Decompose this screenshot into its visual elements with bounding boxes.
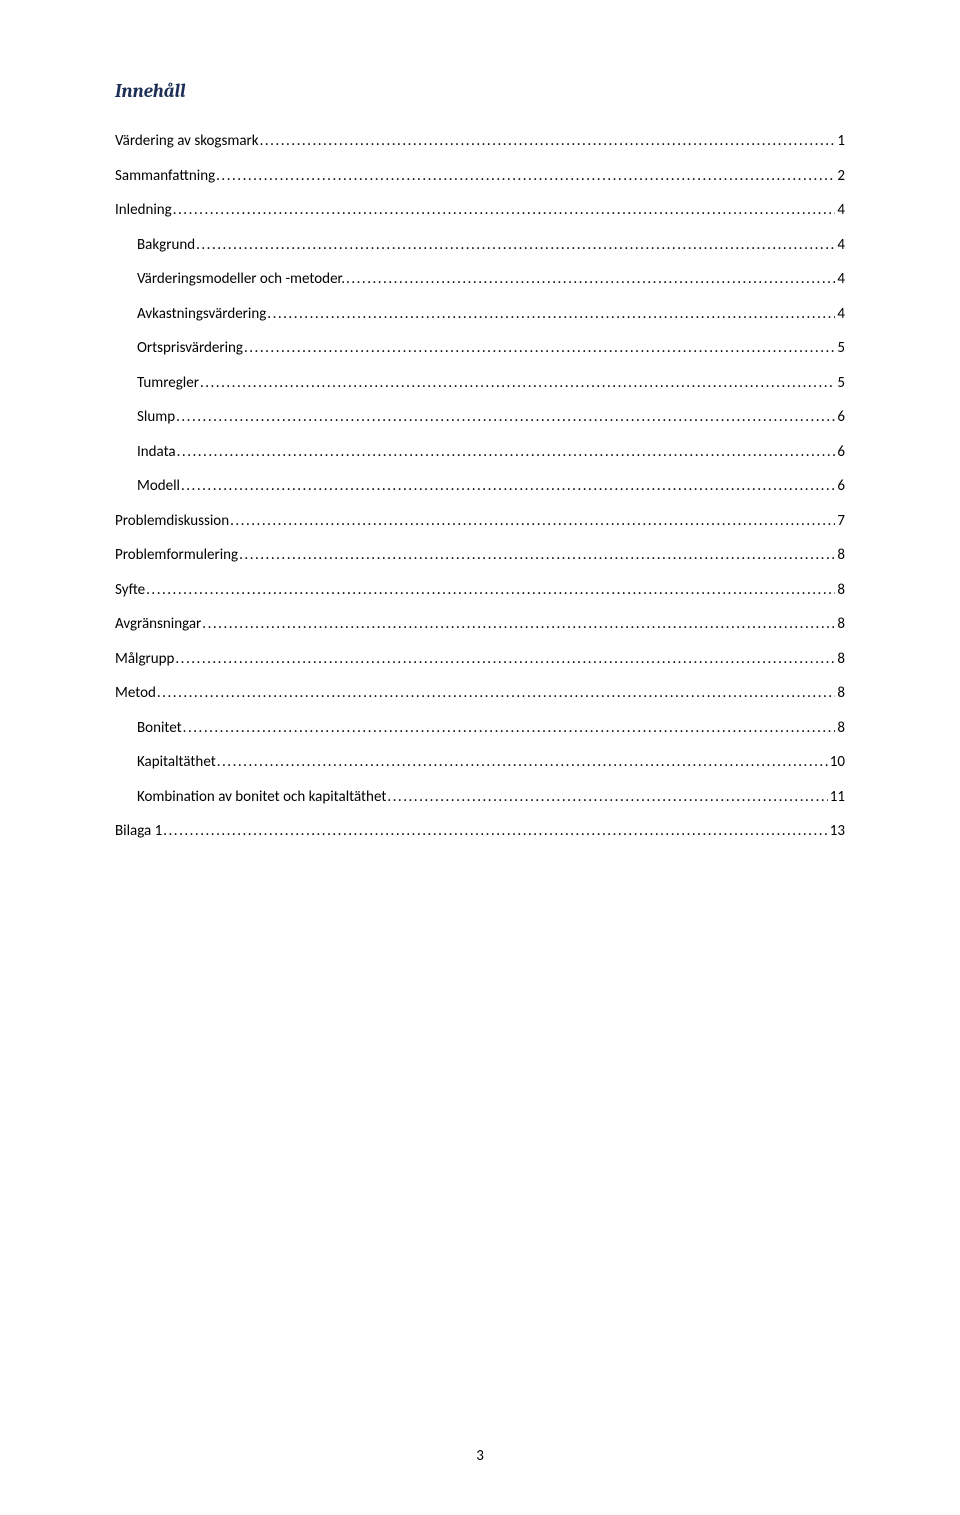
toc-entry-label[interactable]: Kapitaltäthet bbox=[137, 753, 216, 773]
toc-entry-page[interactable]: 6 bbox=[835, 443, 845, 463]
toc-entry-page[interactable]: 8 bbox=[835, 650, 845, 670]
toc-entry-page[interactable]: 13 bbox=[828, 822, 845, 842]
toc-leader-dots: ........................................… bbox=[156, 684, 836, 704]
toc-entry-page[interactable]: 4 bbox=[835, 236, 845, 256]
toc-entry: Kombination av bonitet och kapitaltäthet… bbox=[115, 788, 845, 808]
toc-leader-dots: ........................................… bbox=[243, 339, 835, 359]
toc-entry: Värderingsmodeller och -metoder.........… bbox=[115, 270, 845, 290]
toc-leader-dots: ........................................… bbox=[215, 167, 835, 187]
toc-entry-label[interactable]: Syfte bbox=[115, 581, 145, 601]
toc-entry: Avkastningsvärdering....................… bbox=[115, 305, 845, 325]
toc-entry-page[interactable]: 6 bbox=[835, 477, 845, 497]
toc-leader-dots: ........................................… bbox=[176, 443, 836, 463]
toc-entry-label[interactable]: Inledning bbox=[115, 201, 172, 221]
toc-leader-dots: ........................................… bbox=[259, 132, 836, 152]
toc-entry: Avgränsningar...........................… bbox=[115, 615, 845, 635]
toc-entry-label[interactable]: Bonitet bbox=[137, 719, 182, 739]
toc-leader-dots: ........................................… bbox=[345, 270, 835, 290]
toc-entry-label[interactable]: Slump bbox=[137, 408, 175, 428]
toc-leader-dots: ........................................… bbox=[180, 477, 835, 497]
toc-leader-dots: ........................................… bbox=[238, 546, 835, 566]
toc-entry-page[interactable]: 4 bbox=[835, 201, 845, 221]
toc-entry-page[interactable]: 1 bbox=[835, 132, 845, 152]
toc-entry: Slump...................................… bbox=[115, 408, 845, 428]
toc-entry: Bilaga 1................................… bbox=[115, 822, 845, 842]
toc-entry-page[interactable]: 2 bbox=[835, 167, 845, 187]
toc-leader-dots: ........................................… bbox=[162, 822, 828, 842]
toc-entry: Inledning...............................… bbox=[115, 201, 845, 221]
toc-leader-dots: ........................................… bbox=[172, 201, 836, 221]
toc-leader-dots: ........................................… bbox=[174, 650, 835, 670]
toc-entry-label[interactable]: Modell bbox=[137, 477, 180, 497]
toc-entry-page[interactable]: 4 bbox=[835, 305, 845, 325]
toc-leader-dots: ........................................… bbox=[199, 374, 835, 394]
toc-entry-page[interactable]: 7 bbox=[835, 512, 845, 532]
toc-entry: Sammanfattning..........................… bbox=[115, 167, 845, 187]
toc-entry-page[interactable]: 10 bbox=[828, 753, 845, 773]
toc-entry-label[interactable]: Kombination av bonitet och kapitaltäthet bbox=[137, 788, 386, 808]
toc-entry-label[interactable]: Värderingsmodeller och -metoder. bbox=[137, 270, 345, 290]
toc-leader-dots: ........................................… bbox=[386, 788, 827, 808]
toc-entry-label[interactable]: Tumregler bbox=[137, 374, 199, 394]
toc-entry: Ortsprisvärdering.......................… bbox=[115, 339, 845, 359]
toc-entry-label[interactable]: Avkastningsvärdering bbox=[137, 305, 266, 325]
toc-entry: Problemdiskussion.......................… bbox=[115, 512, 845, 532]
toc-entry-label[interactable]: Målgrupp bbox=[115, 650, 174, 670]
toc-leader-dots: ........................................… bbox=[216, 753, 828, 773]
toc-leader-dots: ........................................… bbox=[266, 305, 835, 325]
toc-entry: Tumregler...............................… bbox=[115, 374, 845, 394]
toc-entry: Målgrupp................................… bbox=[115, 650, 845, 670]
toc-leader-dots: ........................................… bbox=[195, 236, 835, 256]
page-number: 3 bbox=[0, 1447, 960, 1465]
toc-entry-label[interactable]: Bilaga 1 bbox=[115, 822, 162, 842]
toc-entry-label[interactable]: Metod bbox=[115, 684, 156, 704]
toc-entry-page[interactable]: 11 bbox=[828, 788, 845, 808]
toc-entry: Syfte...................................… bbox=[115, 581, 845, 601]
toc-entry-label[interactable]: Avgränsningar bbox=[115, 615, 201, 635]
toc-entry-label[interactable]: Sammanfattning bbox=[115, 167, 215, 187]
toc-leader-dots: ........................................… bbox=[175, 408, 835, 428]
toc-entry: Indata..................................… bbox=[115, 443, 845, 463]
toc-entry: Problemformulering......................… bbox=[115, 546, 845, 566]
toc-entry-page[interactable]: 5 bbox=[835, 374, 845, 394]
toc-leader-dots: ........................................… bbox=[201, 615, 835, 635]
toc-entry-label[interactable]: Bakgrund bbox=[137, 236, 195, 256]
toc-entry-page[interactable]: 8 bbox=[835, 684, 845, 704]
toc-entry-page[interactable]: 8 bbox=[835, 546, 845, 566]
toc-entry-page[interactable]: 4 bbox=[835, 270, 845, 290]
toc-entry: Bakgrund................................… bbox=[115, 236, 845, 256]
toc-entry-label[interactable]: Problemformulering bbox=[115, 546, 238, 566]
toc-leader-dots: ........................................… bbox=[145, 581, 835, 601]
toc-entry: Metod...................................… bbox=[115, 684, 845, 704]
toc-entry-label[interactable]: Ortsprisvärdering bbox=[137, 339, 243, 359]
toc-entry: Bonitet.................................… bbox=[115, 719, 845, 739]
toc-entry-page[interactable]: 8 bbox=[835, 615, 845, 635]
toc-entry-page[interactable]: 5 bbox=[835, 339, 845, 359]
toc-entry-label[interactable]: Problemdiskussion bbox=[115, 512, 229, 532]
toc-title: Innehåll bbox=[115, 80, 845, 102]
toc-entry: Kapitaltäthet...........................… bbox=[115, 753, 845, 773]
toc-leader-dots: ........................................… bbox=[182, 719, 836, 739]
toc-entry-label[interactable]: Indata bbox=[137, 443, 176, 463]
toc-list: Värdering av skogsmark..................… bbox=[115, 132, 845, 842]
toc-entry-page[interactable]: 8 bbox=[835, 581, 845, 601]
toc-entry-page[interactable]: 6 bbox=[835, 408, 845, 428]
toc-entry-page[interactable]: 8 bbox=[835, 719, 845, 739]
toc-entry: Värdering av skogsmark..................… bbox=[115, 132, 845, 152]
toc-leader-dots: ........................................… bbox=[229, 512, 835, 532]
toc-entry: Modell..................................… bbox=[115, 477, 845, 497]
toc-entry-label[interactable]: Värdering av skogsmark bbox=[115, 132, 259, 152]
